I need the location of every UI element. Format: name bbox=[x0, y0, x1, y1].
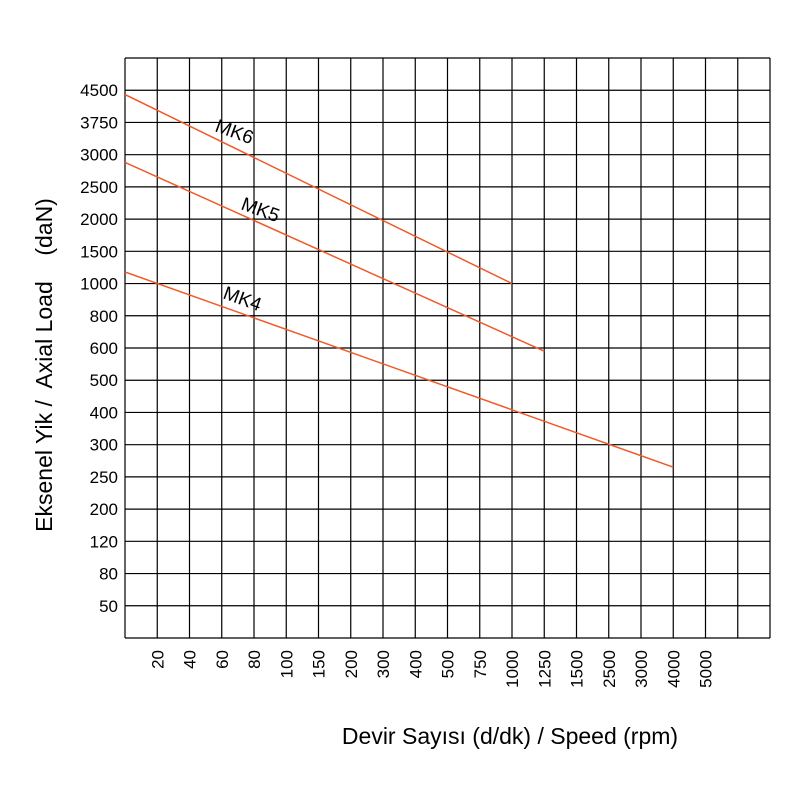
x-tick-label: 4000 bbox=[664, 650, 683, 688]
x-tick-label: 500 bbox=[439, 650, 458, 678]
x-tick-label: 150 bbox=[310, 650, 329, 678]
x-tick-label: 40 bbox=[181, 650, 200, 669]
y-tick-label: 2500 bbox=[80, 178, 118, 197]
y-tick-label: 500 bbox=[90, 371, 118, 390]
x-tick-label: 3000 bbox=[632, 650, 651, 688]
y-tick-label: 120 bbox=[90, 532, 118, 551]
x-tick-label: 5000 bbox=[697, 650, 716, 688]
y-tick-label: 800 bbox=[90, 307, 118, 326]
y-tick-label: 4500 bbox=[80, 81, 118, 100]
x-tick-label: 1000 bbox=[503, 650, 522, 688]
y-tick-label: 200 bbox=[90, 500, 118, 519]
x-axis-title: Devir Sayısı (d/dk) / Speed (rpm) bbox=[342, 723, 678, 749]
series-line-mk4 bbox=[124, 271, 674, 468]
series-label: MK6 bbox=[212, 116, 256, 149]
x-tick-label: 1500 bbox=[568, 650, 587, 688]
y-tick-label: 80 bbox=[99, 565, 118, 584]
x-tick-label: 750 bbox=[471, 650, 490, 678]
series-line-mk6 bbox=[124, 93, 513, 285]
y-tick-label: 1000 bbox=[80, 275, 118, 294]
y-tick-label: 3000 bbox=[80, 146, 118, 165]
series-lines: MK6 MK5 MK4 bbox=[124, 93, 674, 468]
y-tick-label: 250 bbox=[90, 468, 118, 487]
y-tick-label: 300 bbox=[90, 436, 118, 455]
x-tick-label: 1250 bbox=[535, 650, 554, 688]
grid bbox=[124, 57, 771, 639]
series-label: MK5 bbox=[238, 194, 282, 227]
series-label: MK4 bbox=[220, 283, 264, 316]
x-tick-label: 20 bbox=[148, 650, 167, 669]
y-tick-label: 50 bbox=[99, 597, 118, 616]
x-tick-label: 100 bbox=[277, 650, 296, 678]
y-tick-label: 2000 bbox=[80, 210, 118, 229]
x-tick-label: 300 bbox=[374, 650, 393, 678]
x-tick-labels: 20 40 60 80 100 150 200 300 400 500 750 1000 1250 150… bbox=[148, 650, 715, 688]
x-tick-label: 60 bbox=[213, 650, 232, 669]
y-axis-title: Eksenel Yik / Axial Load (daN) bbox=[31, 198, 57, 532]
series-line-mk5 bbox=[124, 161, 545, 352]
x-tick-label: 80 bbox=[245, 650, 264, 669]
y-tick-label: 400 bbox=[90, 403, 118, 422]
y-tick-label: 1500 bbox=[80, 242, 118, 261]
x-tick-label: 400 bbox=[406, 650, 425, 678]
y-tick-labels: 4500 3750 3000 2500 2000 1500 1000 800 600 500 400… bbox=[80, 81, 118, 616]
x-tick-label: 200 bbox=[342, 650, 361, 678]
x-tick-label: 2500 bbox=[600, 650, 619, 688]
y-tick-label: 600 bbox=[90, 339, 118, 358]
y-tick-label: 3750 bbox=[80, 113, 118, 132]
